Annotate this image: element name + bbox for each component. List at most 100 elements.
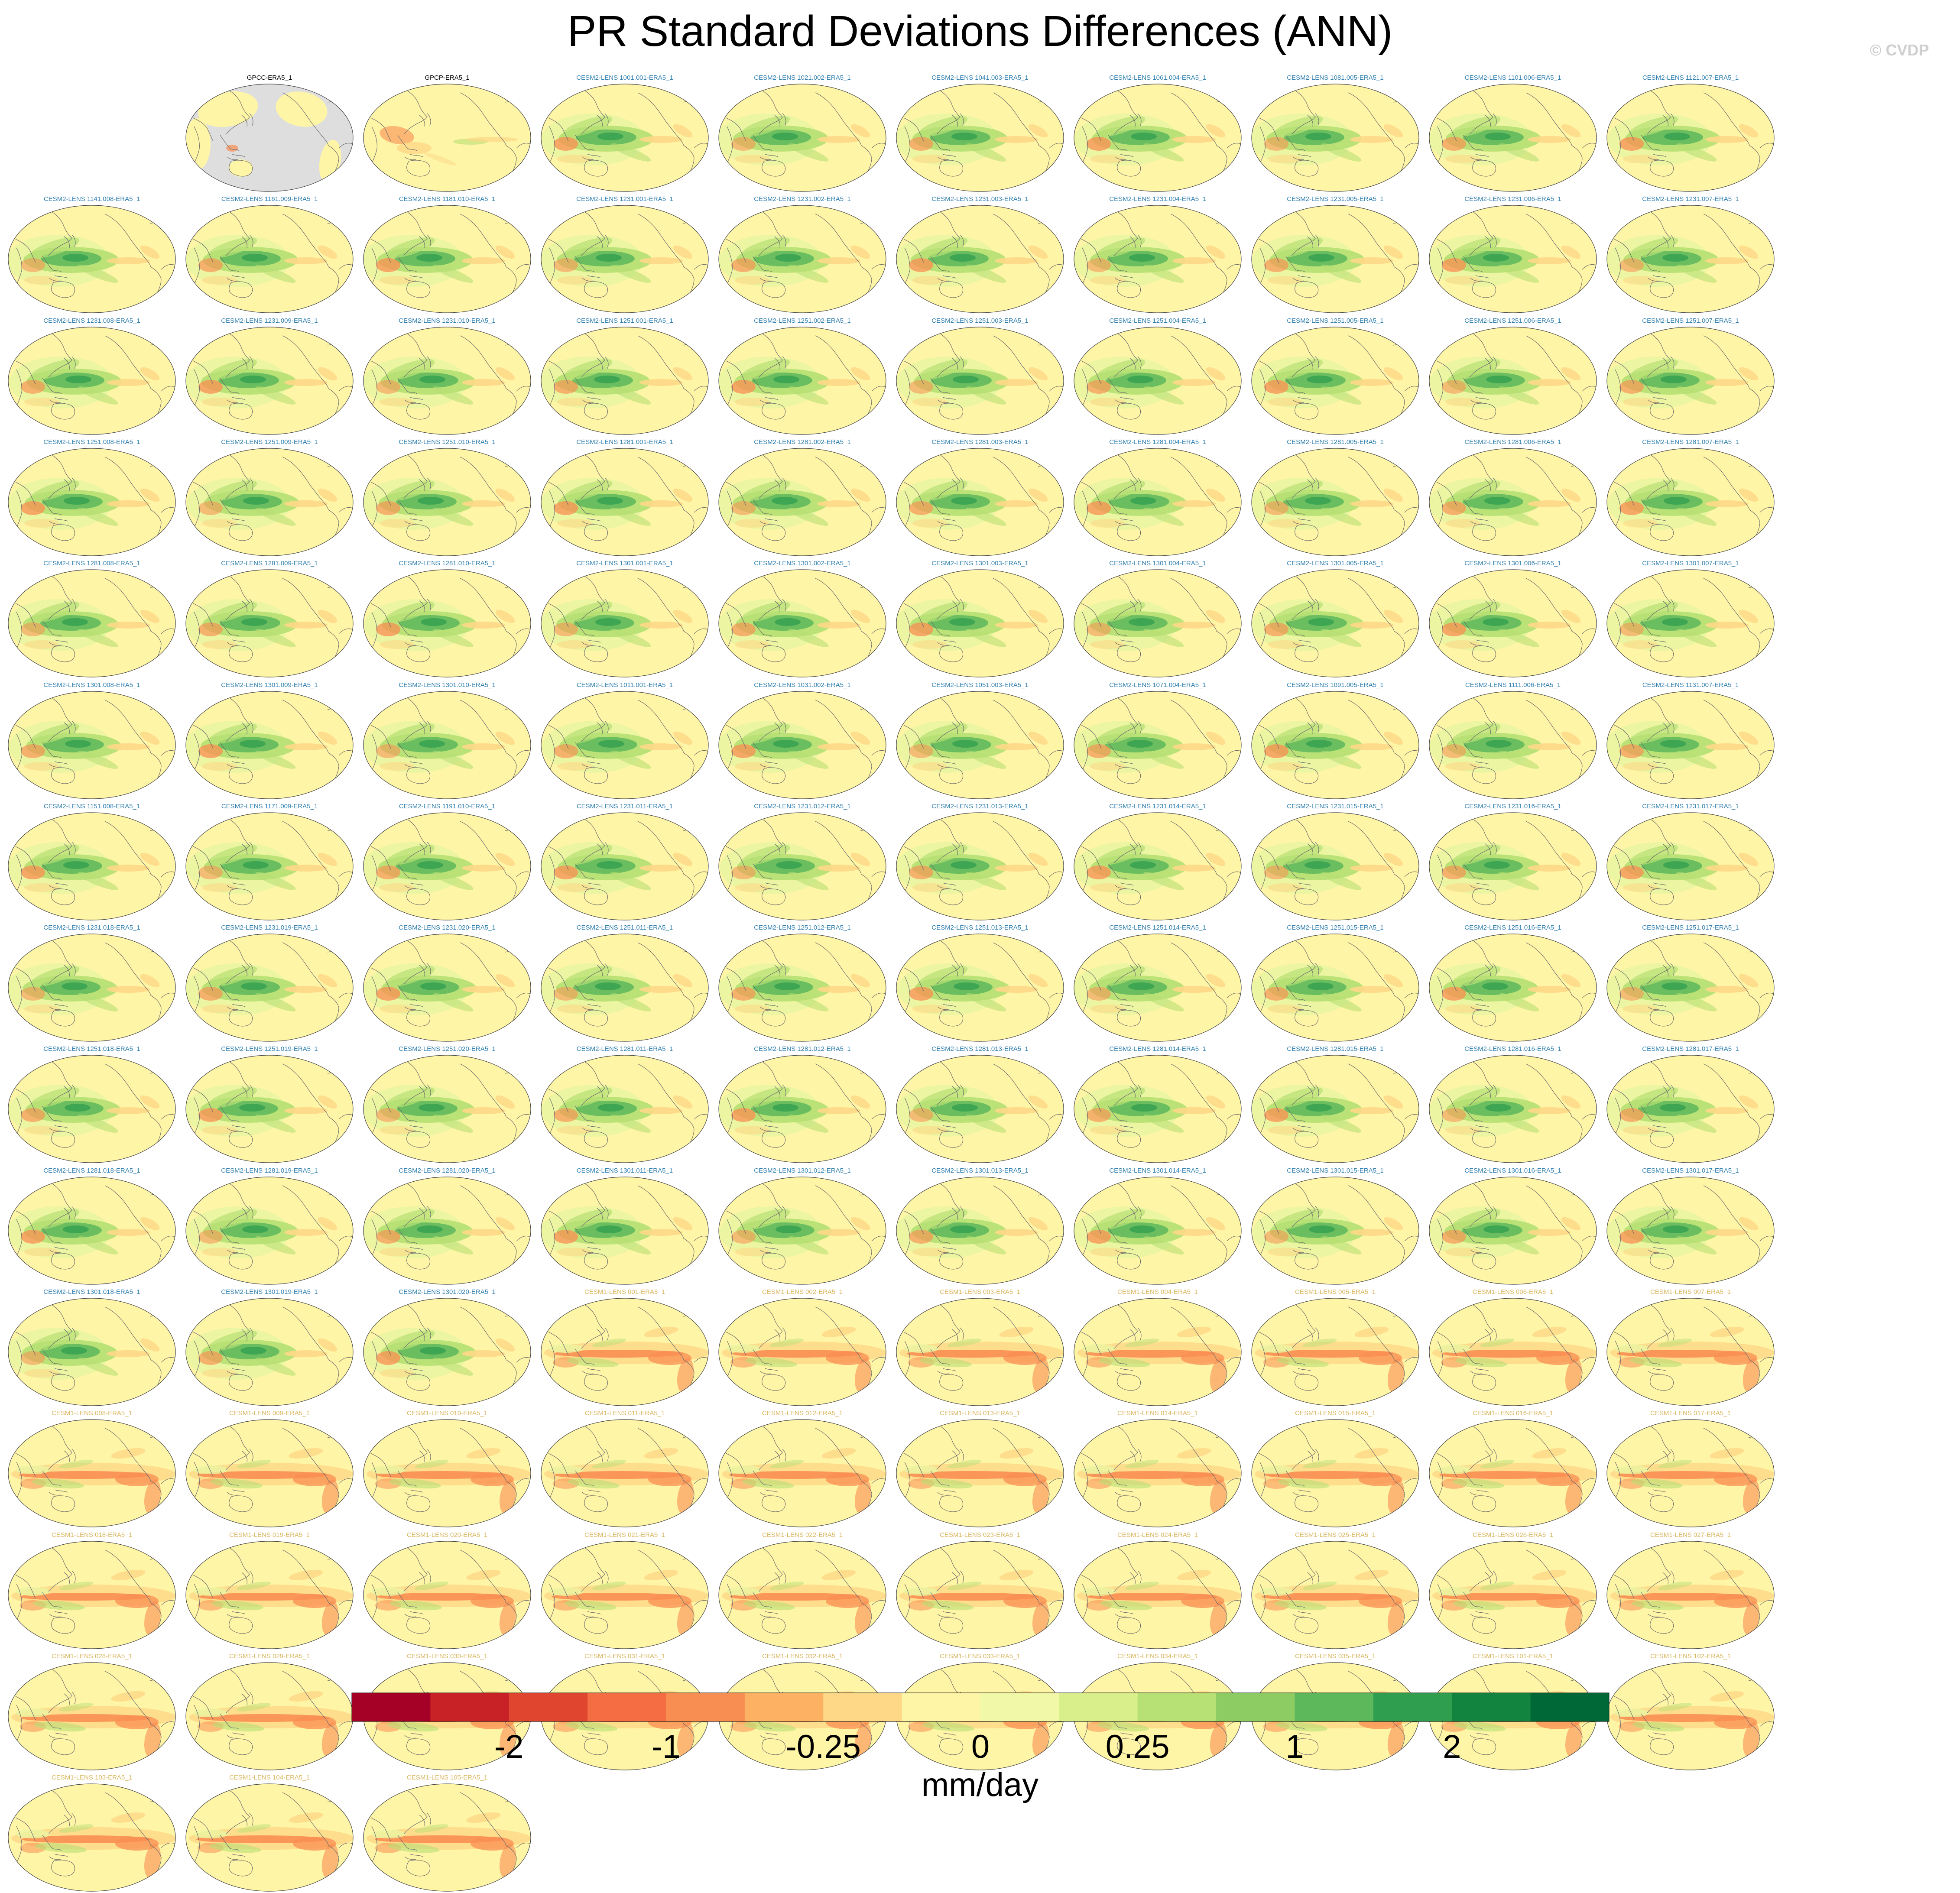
panel-label: CESM2-LENS 1231.007-ERA5_1 — [1642, 195, 1739, 203]
panel-label: CESM2-LENS 1301.012-ERA5_1 — [754, 1167, 851, 1174]
field-weak-negative — [1445, 398, 1480, 406]
coastline — [1463, 1106, 1489, 1131]
coastline — [42, 256, 68, 282]
field-negative — [1619, 1108, 1644, 1122]
coastline — [1170, 1185, 1209, 1228]
field-weak-negative — [817, 1229, 860, 1236]
panel-label: CESM2-LENS 1121.007-ERA5_1 — [1642, 74, 1739, 81]
coastlines — [545, 1546, 708, 1647]
field-very-strong-positive — [949, 618, 975, 626]
coastline — [753, 742, 779, 768]
field-weak-negative — [462, 622, 505, 629]
coastline — [952, 1327, 964, 1341]
field-negative — [1032, 1358, 1049, 1393]
coastline — [1463, 1228, 1489, 1253]
coastline — [774, 1327, 786, 1341]
map-field — [541, 448, 708, 556]
map-field — [186, 934, 353, 1041]
field-very-strong-positive — [954, 982, 980, 990]
panel-label: CESM2-LENS 1251.010-ERA5_1 — [399, 438, 496, 446]
field-positive — [1499, 629, 1539, 647]
field-weak-positive — [371, 1587, 406, 1596]
coastline — [1647, 576, 1671, 620]
robinson-map — [718, 327, 886, 435]
coastline — [581, 576, 605, 620]
coastline — [15, 725, 36, 749]
panel-label: CESM2-LENS 1301.008-ERA5_1 — [43, 681, 140, 689]
coastline — [1525, 1549, 1564, 1592]
coastline — [1081, 1332, 1102, 1356]
field-weak-negative — [1532, 1448, 1567, 1459]
panel-label: GPCP-ERA5_1 — [425, 74, 470, 81]
coastline — [903, 117, 924, 142]
field-negative — [198, 622, 223, 636]
map-outline — [1251, 205, 1419, 313]
field-weak-negative — [1177, 1448, 1211, 1459]
panel-label: CESM2-LENS 1281.003-ERA5_1 — [931, 438, 1029, 446]
panel-label: CESM2-LENS 1251.002-ERA5_1 — [754, 317, 851, 324]
map-outline — [541, 812, 709, 921]
robinson-map — [1606, 448, 1775, 556]
field-weak-negative — [1028, 852, 1048, 866]
coastline — [936, 91, 961, 135]
map-panel: CESM2-LENS 1251.015-ERA5_1 — [1249, 924, 1422, 1043]
map-panel: CESM2-LENS 1231.004-ERA5_1 — [1071, 195, 1244, 314]
map-field — [1074, 1541, 1241, 1649]
map-outline — [896, 569, 1064, 677]
coastline — [397, 985, 423, 1010]
field-weak-negative — [1739, 367, 1759, 381]
map-field — [1074, 448, 1241, 556]
field-very-strong-positive — [1664, 133, 1690, 140]
field-positive — [740, 966, 790, 987]
field-negative — [909, 1108, 933, 1122]
field-weak-negative — [462, 1350, 505, 1357]
field-weak-negative — [466, 137, 518, 142]
coastline — [241, 1206, 253, 1220]
field-positive — [1095, 1087, 1145, 1108]
coastline — [939, 888, 964, 905]
robinson-map — [1074, 327, 1242, 435]
coastline — [220, 863, 246, 889]
map-field — [541, 1177, 708, 1284]
field-negative — [1440, 1593, 1570, 1601]
map-panel: CESM2-LENS 1011.001-ERA5_1 — [538, 681, 711, 801]
coastline — [241, 477, 253, 491]
robinson-map — [896, 1541, 1064, 1649]
coastline — [774, 720, 786, 734]
map-field — [541, 570, 708, 677]
field-weak-negative — [1739, 124, 1759, 138]
map-panel: CESM2-LENS 1161.009-ERA5_1 — [183, 195, 356, 314]
coastline — [1108, 1228, 1134, 1253]
coastline — [370, 967, 391, 992]
coastline — [241, 1449, 253, 1462]
field-positive — [212, 1721, 264, 1732]
panel-label: CESM2-LENS 1231.001-ERA5_1 — [576, 195, 673, 203]
map-panel: CESM1-LENS 010-ERA5_1 — [360, 1409, 534, 1529]
map-outline — [1606, 448, 1775, 556]
map-panel: CESM2-LENS 1301.012-ERA5_1 — [716, 1167, 889, 1286]
map-outline — [896, 1177, 1064, 1285]
coastline — [1170, 942, 1209, 985]
field-weak-negative — [1705, 622, 1749, 629]
robinson-map — [1606, 569, 1775, 677]
field-negative — [909, 258, 933, 272]
field-positive — [1275, 1600, 1327, 1611]
field-positive — [433, 993, 474, 1011]
coastline — [637, 457, 676, 499]
coastline — [903, 239, 924, 263]
field-weak-negative — [1383, 245, 1403, 259]
field-weak-negative — [111, 1448, 146, 1459]
map-panel: CESM1-LENS 015-ERA5_1 — [1249, 1409, 1422, 1529]
coastline — [42, 1106, 68, 1131]
map-field — [896, 205, 1064, 313]
field-weak-negative — [912, 762, 947, 771]
field-positive — [255, 1236, 296, 1254]
field-weak-negative — [380, 762, 414, 771]
coastline — [581, 1062, 605, 1106]
field-weak-negative — [639, 743, 683, 750]
coastline — [1259, 1332, 1279, 1356]
coastline — [406, 403, 431, 420]
land-field — [226, 145, 238, 152]
map-panel: CESM2-LENS 1281.013-ERA5_1 — [893, 1045, 1067, 1164]
map-panel: CESM2-LENS 1301.013-ERA5_1 — [893, 1167, 1067, 1286]
